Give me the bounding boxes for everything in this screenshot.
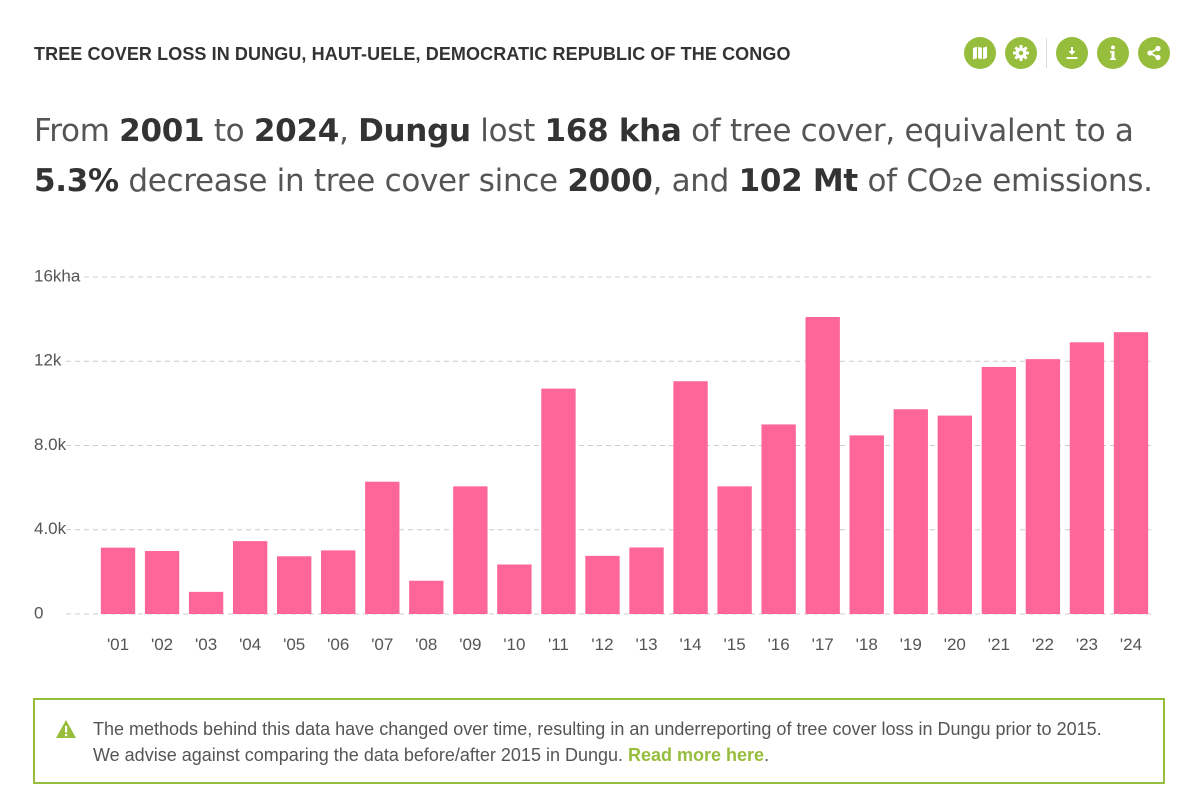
- share-icon: [1147, 45, 1161, 61]
- loss-value: 168 kha: [544, 113, 682, 149]
- bar-y03[interactable]: [188, 591, 224, 614]
- x-tick-label: '19: [900, 635, 922, 654]
- bar-y07[interactable]: [365, 481, 400, 614]
- x-tick-label: '15: [724, 635, 746, 654]
- summary-sentence: From 2001 to 2024, Dungu lost 168 kha of…: [34, 106, 1154, 206]
- x-tick-label: '10: [503, 635, 525, 654]
- sentence-text: of CO₂e emissions.: [857, 163, 1153, 199]
- bar-y24[interactable]: [1113, 332, 1149, 614]
- x-tick-label: '01: [107, 635, 129, 654]
- x-tick-label: '08: [415, 635, 437, 654]
- sentence-text: to: [204, 113, 254, 149]
- bar-y21[interactable]: [981, 366, 1017, 614]
- map-icon: [973, 46, 987, 60]
- y-tick-label: 12k: [34, 351, 62, 370]
- bar-y13[interactable]: [629, 547, 664, 614]
- bar-y01[interactable]: [100, 547, 136, 614]
- map-button[interactable]: [964, 37, 996, 69]
- baseline-year: 2000: [567, 163, 653, 199]
- x-tick-label: '07: [371, 635, 393, 654]
- x-tick-label: '23: [1076, 635, 1098, 654]
- y-tick-label: 16kha: [34, 266, 81, 285]
- bar-y05[interactable]: [277, 556, 312, 614]
- widget-toolbar: [955, 37, 1170, 69]
- bar-y18[interactable]: [849, 435, 884, 614]
- bar-chart: 0 4.0k 8.0k 12k 16kha '01 '02 '03 '04 '05 '06 '07 '0…: [34, 266, 1153, 654]
- notice-text: The methods behind this data have change…: [93, 719, 1102, 765]
- sentence-text: lost: [470, 113, 545, 149]
- x-tick-label: '06: [327, 635, 349, 654]
- bar-y04[interactable]: [232, 541, 268, 614]
- bar-y02[interactable]: [144, 551, 180, 614]
- start-year: 2001: [119, 113, 205, 149]
- bar-y09[interactable]: [453, 486, 488, 614]
- x-tick-label: '11: [548, 635, 569, 654]
- read-more-link[interactable]: Read more here: [628, 745, 765, 765]
- bar-y19[interactable]: [893, 409, 928, 614]
- location-name: Dungu: [358, 113, 471, 149]
- notice-message: The methods behind this data have change…: [93, 716, 1123, 768]
- sentence-text: ,: [339, 113, 359, 149]
- x-tick-label: '03: [195, 635, 217, 654]
- x-tick-label: '13: [635, 635, 657, 654]
- x-tick-label: '24: [1120, 635, 1142, 654]
- bar-y10[interactable]: [497, 564, 532, 614]
- x-tick-label: '20: [944, 635, 966, 654]
- widget-title: TREE COVER LOSS IN DUNGU, HAUT-UELE, DEM…: [34, 44, 791, 64]
- share-button[interactable]: [1138, 37, 1170, 69]
- download-button[interactable]: [1056, 37, 1088, 69]
- info-button[interactable]: [1097, 37, 1129, 69]
- sentence-text: decrease in tree cover since: [118, 163, 568, 199]
- end-year: 2024: [253, 113, 339, 149]
- tree-cover-loss-chart: 0 4.0k 8.0k 12k 16kha '01 '02 '03 '04 '05 '06 '07 '0…: [0, 250, 1200, 670]
- warning-icon: [56, 720, 76, 738]
- toolbar-divider: [1046, 38, 1047, 68]
- x-tick-label: '22: [1032, 635, 1054, 654]
- y-tick-label: 4.0k: [34, 519, 67, 538]
- sentence-text: of tree cover, equivalent to a: [681, 113, 1134, 149]
- x-tick-label: '04: [239, 635, 261, 654]
- bar-y23[interactable]: [1069, 342, 1105, 614]
- bar-y15[interactable]: [717, 486, 752, 614]
- bar-y11[interactable]: [541, 388, 576, 614]
- bar-y14[interactable]: [673, 381, 708, 614]
- y-tick-label: 8.0k: [34, 435, 67, 454]
- bar-y20[interactable]: [937, 415, 972, 614]
- bar-y12[interactable]: [585, 555, 620, 614]
- info-icon: [1110, 45, 1116, 60]
- notice-text-end: .: [764, 745, 770, 765]
- loss-percent: 5.3%: [34, 163, 119, 199]
- bar-y16[interactable]: [761, 424, 796, 614]
- bar-y17[interactable]: [805, 317, 840, 614]
- x-tick-label: '14: [679, 635, 701, 654]
- x-tick-label: '09: [459, 635, 481, 654]
- x-tick-label: '16: [768, 635, 790, 654]
- emissions-value: 102 Mt: [738, 163, 859, 199]
- bar-y08[interactable]: [409, 580, 444, 614]
- download-icon: [1066, 47, 1078, 59]
- sentence-text: From: [34, 113, 120, 149]
- bar-y22[interactable]: [1025, 359, 1061, 614]
- data-warning-notice: The methods behind this data have change…: [33, 698, 1165, 784]
- gear-icon: [1013, 45, 1029, 61]
- x-tick-label: '12: [591, 635, 613, 654]
- x-tick-label: '17: [812, 635, 834, 654]
- widget-header: TREE COVER LOSS IN DUNGU, HAUT-UELE, DEM…: [34, 37, 1170, 70]
- x-tick-label: '18: [856, 635, 878, 654]
- x-tick-label: '02: [151, 635, 173, 654]
- y-tick-label: 0: [34, 603, 43, 622]
- x-tick-label: '21: [988, 635, 1010, 654]
- bar-y06[interactable]: [321, 550, 356, 614]
- settings-button[interactable]: [1005, 37, 1037, 69]
- x-tick-label: '05: [283, 635, 305, 654]
- sentence-text: , and: [652, 163, 739, 199]
